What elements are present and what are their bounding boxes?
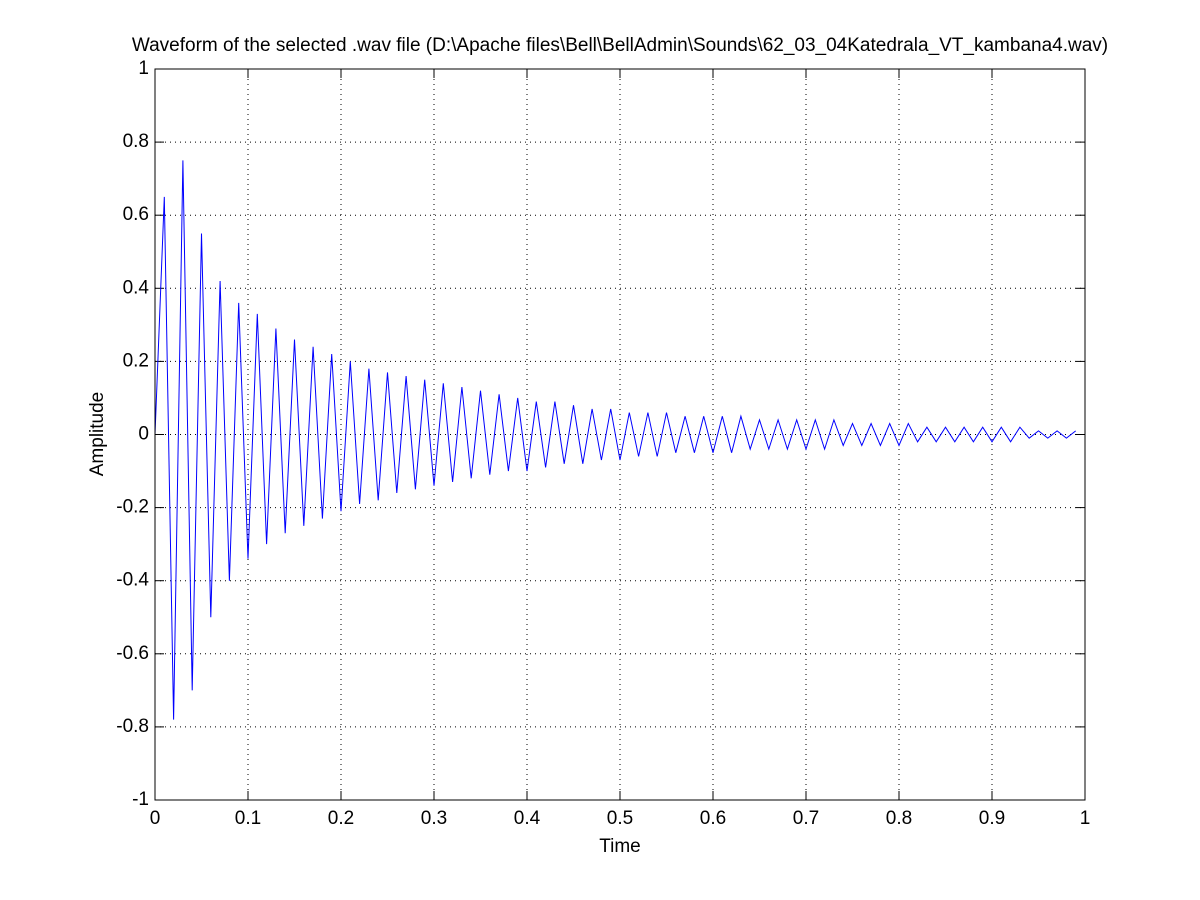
- x-axis-label: Time: [599, 836, 641, 857]
- y-tick-label: -0.2: [116, 497, 149, 518]
- x-tick-label: 0.6: [700, 808, 726, 829]
- x-tick-label: 0.2: [328, 808, 354, 829]
- y-tick-label: 0.4: [123, 277, 150, 298]
- y-axis-label: Amplitude: [87, 392, 108, 477]
- y-tick-label: 0.2: [123, 350, 149, 371]
- x-tick-label: 0.3: [421, 808, 447, 829]
- y-tick-label: -0.8: [116, 716, 149, 737]
- x-tick-label: 0.8: [886, 808, 912, 829]
- x-tick-label: 0.9: [979, 808, 1005, 829]
- x-tick-label: 1: [1080, 808, 1091, 829]
- y-tick-label: 0.6: [123, 204, 149, 225]
- x-tick-label: 0.1: [235, 808, 261, 829]
- x-tick-label: 0.5: [607, 808, 633, 829]
- y-tick-label: 0.8: [123, 131, 149, 152]
- x-tick-label: 0.7: [793, 808, 819, 829]
- y-tick-label: 0: [138, 424, 149, 445]
- x-tick-label: 0.4: [514, 808, 541, 829]
- waveform-line: [154, 160, 1077, 720]
- y-tick-label: -0.6: [116, 643, 149, 664]
- axes-box: [154, 68, 1086, 801]
- x-tick-label: 0: [150, 808, 161, 829]
- y-tick-label: -1: [132, 789, 149, 810]
- y-tick-label: 1: [138, 58, 149, 79]
- y-tick-label: -0.4: [116, 570, 149, 591]
- chart-title: Waveform of the selected .wav file (D:\A…: [132, 35, 1108, 56]
